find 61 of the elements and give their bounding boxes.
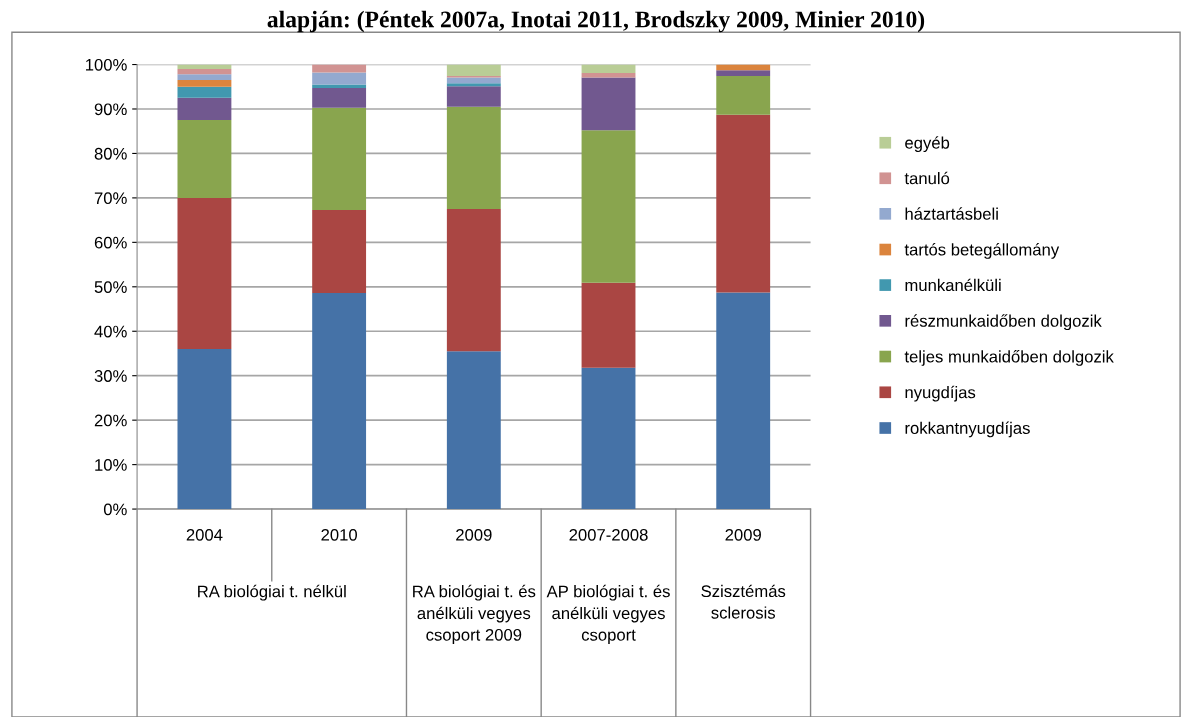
bar: [581, 64, 636, 73]
bar: [446, 209, 501, 352]
bar: [177, 349, 232, 510]
chart-title: alapján: (Péntek 2007a, Inotai 2011, Brodszky 2009, Minier 2010): [267, 10, 925, 33]
bar: [177, 68, 232, 75]
bar: [716, 114, 771, 293]
y-tick-label: 90%: [94, 103, 127, 116]
bar: [581, 367, 636, 510]
bar: [177, 197, 232, 350]
text: AP biológiai t. és anélküli vegyes csoport: [546, 584, 670, 645]
bar: [312, 209, 367, 294]
x-tick-label: 2009: [725, 528, 761, 541]
x-tick-label: 2010: [321, 528, 358, 541]
legend-label: munkanélküli: [905, 278, 1001, 292]
y-tick-label: 100%: [86, 58, 127, 71]
y-tick-label: 70%: [94, 192, 127, 205]
legend-label: teljes munkaidőben dolgozik: [904, 350, 1114, 366]
y-tick-label: 40%: [94, 325, 127, 338]
text: RA biológiai t. és anélküli vegyes csoport 2009: [413, 584, 536, 645]
bar: [177, 97, 232, 121]
text: RA biológiai t. nélkül: [198, 584, 346, 601]
bar: [446, 83, 501, 87]
bar: [446, 106, 501, 210]
bar: [177, 80, 232, 87]
bar: [581, 282, 636, 368]
bar: [312, 107, 367, 210]
bar: [312, 293, 367, 510]
bar: [581, 77, 636, 131]
y-tick-label: 30%: [94, 370, 127, 382]
x-tick-label: 2007-2008: [569, 528, 648, 541]
legend-label: rokkantnyugdíjas: [905, 421, 1030, 438]
bar: [177, 86, 232, 98]
bar: [581, 130, 636, 283]
y-tick-label: 50%: [94, 281, 127, 293]
bar: [446, 64, 501, 77]
legend-label: tanuló: [904, 171, 950, 185]
bar: [446, 77, 501, 84]
legend-label: nyugdíjas: [905, 385, 976, 402]
bar: [312, 88, 367, 108]
x-tick-label: 2009: [456, 528, 492, 541]
bar: [716, 70, 771, 77]
bar: [446, 86, 501, 107]
bar: [312, 72, 367, 85]
legend-label: részmunkaidőben dolgozik: [905, 314, 1102, 331]
bar: [177, 74, 232, 81]
bar: [716, 76, 771, 115]
bar: [716, 292, 771, 510]
y-tick-label: 20%: [94, 414, 127, 427]
x-tick-label: 2004: [186, 528, 223, 541]
text: Szisztémás sclerosis: [701, 584, 786, 619]
y-tick-label: 80%: [94, 147, 127, 160]
y-tick-label: 0%: [103, 503, 127, 516]
y-tick-label: 60%: [94, 236, 127, 249]
bar: [177, 120, 232, 198]
bar: [312, 64, 367, 73]
bar: [177, 64, 232, 69]
legend-label: egyéb: [905, 136, 950, 153]
legend-label: tartós betegállomány: [904, 243, 1060, 259]
legend-label: háztartásbeli: [905, 207, 998, 220]
y-tick-label: 10%: [95, 459, 127, 471]
bar: [446, 351, 501, 510]
